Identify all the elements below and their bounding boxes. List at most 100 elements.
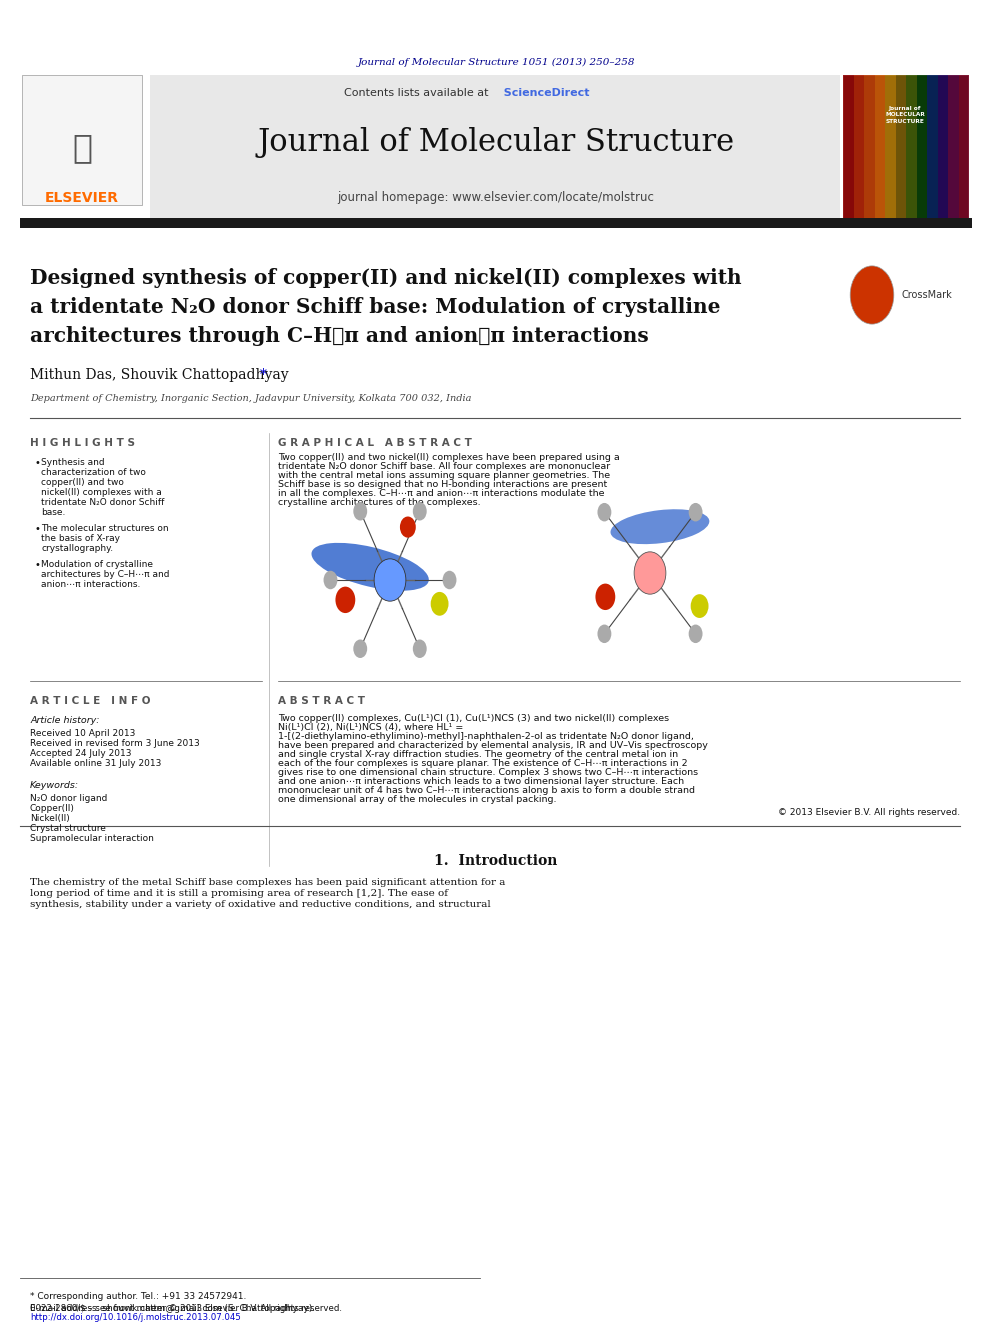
- Text: a tridentate N₂O donor Schiff base: Modulation of crystalline: a tridentate N₂O donor Schiff base: Modu…: [30, 296, 720, 318]
- Text: long period of time and it is still a promising area of research [1,2]. The ease: long period of time and it is still a pr…: [30, 889, 448, 898]
- Text: Contents lists available at: Contents lists available at: [344, 89, 496, 98]
- Bar: [875, 75, 885, 218]
- Text: Mithun Das, Shouvik Chattopadhyay: Mithun Das, Shouvik Chattopadhyay: [30, 368, 289, 382]
- Text: Keywords:: Keywords:: [30, 781, 79, 790]
- Bar: [22, 75, 142, 205]
- Circle shape: [442, 570, 456, 589]
- Circle shape: [413, 501, 427, 520]
- Bar: [864, 75, 875, 218]
- Text: ScienceDirect: ScienceDirect: [496, 89, 589, 98]
- Text: one dimensional array of the molecules in crystal packing.: one dimensional array of the molecules i…: [278, 795, 557, 804]
- Text: Crystal structure: Crystal structure: [30, 824, 106, 833]
- Text: Journal of Molecular Structure 1051 (2013) 250–258: Journal of Molecular Structure 1051 (201…: [357, 57, 635, 66]
- Text: Nickel(II): Nickel(II): [30, 814, 69, 823]
- Text: architectures through C–H⋯π and anion⋯π interactions: architectures through C–H⋯π and anion⋯π …: [30, 325, 649, 347]
- Text: © 2013 Elsevier B.V. All rights reserved.: © 2013 Elsevier B.V. All rights reserved…: [778, 808, 960, 818]
- Text: crystalline architectures of the complexes.: crystalline architectures of the complex…: [278, 497, 481, 507]
- Text: base.: base.: [41, 508, 65, 517]
- Text: and single crystal X-ray diffraction studies. The geometry of the central metal : and single crystal X-ray diffraction stu…: [278, 750, 679, 759]
- Bar: [937, 75, 948, 218]
- Circle shape: [400, 516, 416, 537]
- Text: •: •: [34, 458, 40, 468]
- Text: tridentate N₂O donor Schiff: tridentate N₂O donor Schiff: [41, 497, 165, 507]
- Bar: [885, 75, 896, 218]
- Text: mononuclear unit of 4 has two C–H⋯π interactions along b axis to form a double s: mononuclear unit of 4 has two C–H⋯π inte…: [278, 786, 695, 795]
- Bar: [843, 75, 968, 218]
- Bar: [948, 75, 958, 218]
- Ellipse shape: [610, 509, 709, 544]
- Bar: [917, 75, 927, 218]
- Circle shape: [323, 570, 337, 589]
- Text: Accepted 24 July 2013: Accepted 24 July 2013: [30, 749, 132, 758]
- Text: with the central metal ions assuming square planner geometries. The: with the central metal ions assuming squ…: [278, 471, 610, 480]
- Bar: [958, 75, 969, 218]
- Text: anion⋯π interactions.: anion⋯π interactions.: [41, 579, 141, 589]
- Text: E-mail address: shouvik.chem@gmail.com (S. Chattopadhyay).: E-mail address: shouvik.chem@gmail.com (…: [30, 1304, 315, 1312]
- Circle shape: [431, 591, 448, 615]
- Text: G R A P H I C A L   A B S T R A C T: G R A P H I C A L A B S T R A C T: [278, 438, 472, 448]
- Circle shape: [595, 583, 615, 610]
- Text: Received in revised form 3 June 2013: Received in revised form 3 June 2013: [30, 740, 199, 747]
- Text: N₂O donor ligand: N₂O donor ligand: [30, 794, 107, 803]
- Text: gives rise to one dimensional chain structure. Complex 3 shows two C–H⋯π interac: gives rise to one dimensional chain stru…: [278, 767, 698, 777]
- Text: Received 10 April 2013: Received 10 April 2013: [30, 729, 135, 738]
- Text: Designed synthesis of copper(II) and nickel(II) complexes with: Designed synthesis of copper(II) and nic…: [30, 269, 742, 288]
- Text: Article history:: Article history:: [30, 716, 99, 725]
- Circle shape: [850, 266, 894, 324]
- Text: Two copper(II) and two nickel(II) complexes have been prepared using a: Two copper(II) and two nickel(II) comple…: [278, 452, 620, 462]
- Text: Journal of
MOLECULAR
STRUCTURE: Journal of MOLECULAR STRUCTURE: [885, 106, 925, 123]
- Text: Available online 31 July 2013: Available online 31 July 2013: [30, 759, 162, 767]
- Text: journal homepage: www.elsevier.com/locate/molstruc: journal homepage: www.elsevier.com/locat…: [337, 191, 655, 204]
- Text: 1-[(2-diethylamino-ethylimino)-methyl]-naphthalen-2-ol as tridentate N₂O donor l: 1-[(2-diethylamino-ethylimino)-methyl]-n…: [278, 732, 693, 741]
- Text: architectures by C–H⋯π and: architectures by C–H⋯π and: [41, 570, 170, 579]
- Circle shape: [634, 552, 666, 594]
- Text: A B S T R A C T: A B S T R A C T: [278, 696, 365, 706]
- Text: crystallography.: crystallography.: [41, 544, 113, 553]
- Text: Synthesis and: Synthesis and: [41, 458, 104, 467]
- Text: and one anion⋯π interactions which leads to a two dimensional layer structure. E: and one anion⋯π interactions which leads…: [278, 777, 684, 786]
- Text: nickel(II) complexes with a: nickel(II) complexes with a: [41, 488, 162, 497]
- Bar: [150, 75, 840, 218]
- Text: A R T I C L E   I N F O: A R T I C L E I N F O: [30, 696, 151, 706]
- Text: the basis of X-ray: the basis of X-ray: [41, 534, 120, 542]
- Text: Two copper(II) complexes, Cu(L¹)Cl (1), Cu(L¹)NCS (3) and two nickel(II) complex: Two copper(II) complexes, Cu(L¹)Cl (1), …: [278, 714, 670, 722]
- Circle shape: [335, 586, 355, 613]
- Text: *: *: [260, 368, 267, 382]
- Text: http://dx.doi.org/10.1016/j.molstruc.2013.07.045: http://dx.doi.org/10.1016/j.molstruc.201…: [30, 1312, 241, 1322]
- Circle shape: [353, 639, 367, 658]
- Text: The chemistry of the metal Schiff base complexes has been paid significant atten: The chemistry of the metal Schiff base c…: [30, 878, 505, 886]
- Text: Ni(L¹)Cl (2), Ni(L¹)NCS (4), where HL¹ =: Ni(L¹)Cl (2), Ni(L¹)NCS (4), where HL¹ =: [278, 722, 463, 732]
- Text: characterization of two: characterization of two: [41, 468, 146, 478]
- Circle shape: [597, 624, 611, 643]
- Text: ELSEVIER: ELSEVIER: [45, 191, 119, 205]
- Text: The molecular structures on: The molecular structures on: [41, 524, 169, 533]
- Circle shape: [374, 558, 406, 601]
- Circle shape: [690, 594, 708, 618]
- Ellipse shape: [311, 542, 429, 590]
- Text: H I G H L I G H T S: H I G H L I G H T S: [30, 438, 135, 448]
- Text: Supramolecular interaction: Supramolecular interaction: [30, 833, 154, 843]
- Circle shape: [688, 624, 702, 643]
- Text: in all the complexes. C–H⋯π and anion⋯π interactions modulate the: in all the complexes. C–H⋯π and anion⋯π …: [278, 490, 604, 497]
- Text: synthesis, stability under a variety of oxidative and reductive conditions, and : synthesis, stability under a variety of …: [30, 900, 491, 909]
- Text: each of the four complexes is square planar. The existence of C–H⋯π interactions: each of the four complexes is square pla…: [278, 759, 687, 767]
- Text: 1.  Introduction: 1. Introduction: [434, 855, 558, 868]
- Circle shape: [597, 503, 611, 521]
- Bar: [896, 75, 906, 218]
- Circle shape: [353, 501, 367, 520]
- Text: Journal of Molecular Structure: Journal of Molecular Structure: [258, 127, 734, 159]
- Circle shape: [413, 639, 427, 658]
- Text: have been prepared and characterized by elemental analysis, IR and UV–Vis spectr: have been prepared and characterized by …: [278, 741, 708, 750]
- Bar: [20, 218, 972, 228]
- Bar: [853, 75, 864, 218]
- Text: 0022-2860/$ – see front matter © 2013 Elsevier B.V. All rights reserved.: 0022-2860/$ – see front matter © 2013 El…: [30, 1304, 342, 1312]
- Text: Department of Chemistry, Inorganic Section, Jadavpur University, Kolkata 700 032: Department of Chemistry, Inorganic Secti…: [30, 394, 471, 404]
- Text: CrossMark: CrossMark: [902, 290, 952, 300]
- Text: * Corresponding author. Tel.: +91 33 24572941.: * Corresponding author. Tel.: +91 33 245…: [30, 1293, 246, 1301]
- Text: Copper(II): Copper(II): [30, 804, 74, 814]
- Text: •: •: [34, 524, 40, 534]
- Text: tridentate N₂O donor Schiff base. All four complexes are mononuclear: tridentate N₂O donor Schiff base. All fo…: [278, 462, 610, 471]
- Text: copper(II) and two: copper(II) and two: [41, 478, 124, 487]
- Bar: [927, 75, 937, 218]
- Text: ⬛: ⬛: [72, 131, 92, 164]
